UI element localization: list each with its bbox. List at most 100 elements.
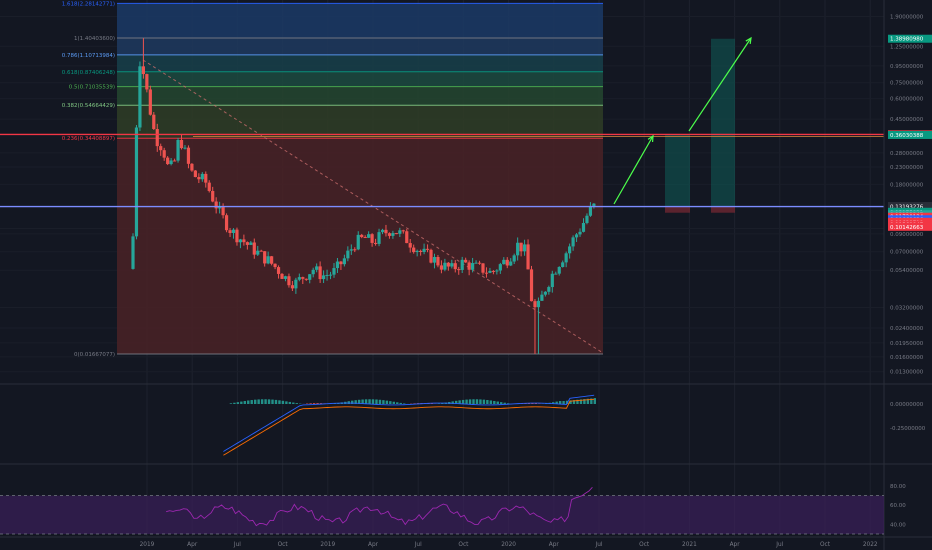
macd-line — [223, 394, 595, 452]
macd-hist-6 — [250, 400, 253, 404]
macd-hist-97 — [565, 400, 569, 404]
macd-hist-98 — [569, 400, 572, 404]
price-tag-11: 0.10142663 — [890, 225, 924, 231]
signal-line — [223, 398, 595, 456]
candle-body-76 — [394, 233, 398, 235]
candle-body-41 — [273, 263, 277, 268]
time-tick-4: 2019 — [320, 542, 335, 548]
macd-hist-75 — [489, 400, 493, 404]
macd-hist-17 — [288, 401, 292, 404]
candle-body-2 — [138, 66, 142, 128]
candle-body-34 — [249, 242, 253, 245]
time-tick-1: Apr — [187, 542, 198, 548]
macd-hist-67 — [461, 399, 465, 404]
fib-zone-6 — [117, 138, 603, 354]
fib-label-1: 1(1.40403600) — [74, 36, 115, 42]
candle-body-92 — [450, 263, 454, 267]
candle-body-94 — [457, 269, 461, 271]
candle-body-52 — [311, 269, 315, 275]
macd-tick-1: -0.25000000 — [890, 426, 926, 432]
candle-body-89 — [439, 265, 444, 270]
time-tick-0: 2019 — [140, 542, 155, 548]
candle-body-4 — [145, 74, 149, 90]
rsi-tick-0: 80.00 — [890, 484, 906, 490]
candle-body-66 — [360, 234, 364, 238]
macd-hist-71 — [475, 399, 479, 404]
macd-hist-47 — [392, 401, 396, 404]
candle-body-20 — [200, 173, 204, 180]
macd-hist-96 — [562, 401, 565, 404]
macd-hist-100 — [576, 399, 579, 404]
candle-body-85 — [425, 248, 430, 250]
macd-hist-50 — [403, 403, 406, 404]
candle-body-70 — [373, 242, 378, 244]
candle-body-112 — [519, 242, 523, 252]
candle-body-120 — [547, 287, 551, 292]
candle-body-36 — [256, 250, 260, 255]
time-tick-15: Oct — [820, 542, 831, 548]
candle-body-110 — [512, 255, 516, 262]
candle-body-30 — [235, 229, 239, 243]
candle-body-48 — [297, 277, 301, 280]
candle-body-127 — [571, 237, 575, 247]
candle-body-32 — [242, 239, 246, 243]
position-stop-zone-2 — [711, 206, 735, 213]
candle-body-122 — [554, 273, 558, 275]
candle-body-7 — [155, 128, 159, 147]
candle-body-1 — [134, 127, 139, 237]
time-tick-9: Apr — [549, 542, 560, 548]
candle-body-42 — [276, 267, 281, 274]
macd-hist-34 — [347, 401, 350, 404]
macd-hist-2 — [236, 402, 240, 404]
macd-hist-5 — [247, 400, 250, 404]
fib-label-0: 1.618(2.28142771) — [62, 1, 115, 7]
candle-body-65 — [356, 234, 360, 250]
rsi-tick-2: 40.00 — [890, 522, 906, 528]
candle-body-59 — [335, 261, 340, 269]
fib-zone-5 — [117, 105, 603, 139]
fib-label-7: 0(0.01667077) — [74, 352, 115, 358]
macd-hist-80 — [506, 403, 510, 404]
candle-body-9 — [162, 150, 166, 158]
macd-hist-53 — [413, 403, 416, 404]
price-tick-14: 0.02400000 — [890, 326, 924, 332]
candle-body-69 — [370, 234, 374, 243]
price-tag-0: 1.38980980 — [890, 37, 924, 43]
candle-body-23 — [211, 190, 215, 202]
price-tick-4: 0.60000000 — [890, 97, 924, 103]
candle-body-60 — [339, 261, 343, 265]
candle-body-56 — [325, 275, 329, 277]
macd-hist-72 — [479, 399, 482, 404]
price-tick-11: 0.07000000 — [890, 250, 924, 256]
candle-body-87 — [432, 256, 437, 263]
macd-hist-44 — [382, 400, 385, 404]
time-tick-14: Jul — [775, 542, 783, 548]
candle-body-109 — [509, 261, 513, 266]
position-target-zone-1 — [665, 134, 690, 207]
candle-body-119 — [543, 291, 547, 295]
macd-hist-15 — [281, 400, 285, 404]
candle-body-37 — [259, 250, 263, 252]
candle-body-58 — [332, 268, 336, 275]
candle-body-77 — [398, 230, 402, 234]
time-tick-10: Jul — [595, 542, 603, 548]
candle-body-116 — [533, 301, 537, 308]
candle-body-103 — [488, 270, 492, 273]
fib-zone-0 — [117, 3, 603, 38]
price-tick-13: 0.03200000 — [890, 306, 924, 312]
macd-hist-25 — [316, 403, 319, 404]
macd-hist-38 — [361, 399, 364, 404]
macd-hist-45 — [385, 400, 389, 404]
candle-body-57 — [328, 274, 333, 276]
candle-body-31 — [238, 239, 243, 243]
time-tick-3: Oct — [278, 542, 289, 548]
candle-body-102 — [484, 272, 489, 274]
candle-body-93 — [453, 263, 457, 270]
arrow-head-2 — [745, 36, 752, 45]
macd-hist-101 — [579, 399, 583, 404]
candle-body-40 — [270, 256, 274, 264]
candle-body-98 — [471, 263, 475, 270]
candle-body-24 — [214, 201, 218, 209]
candle-body-18 — [193, 170, 197, 178]
